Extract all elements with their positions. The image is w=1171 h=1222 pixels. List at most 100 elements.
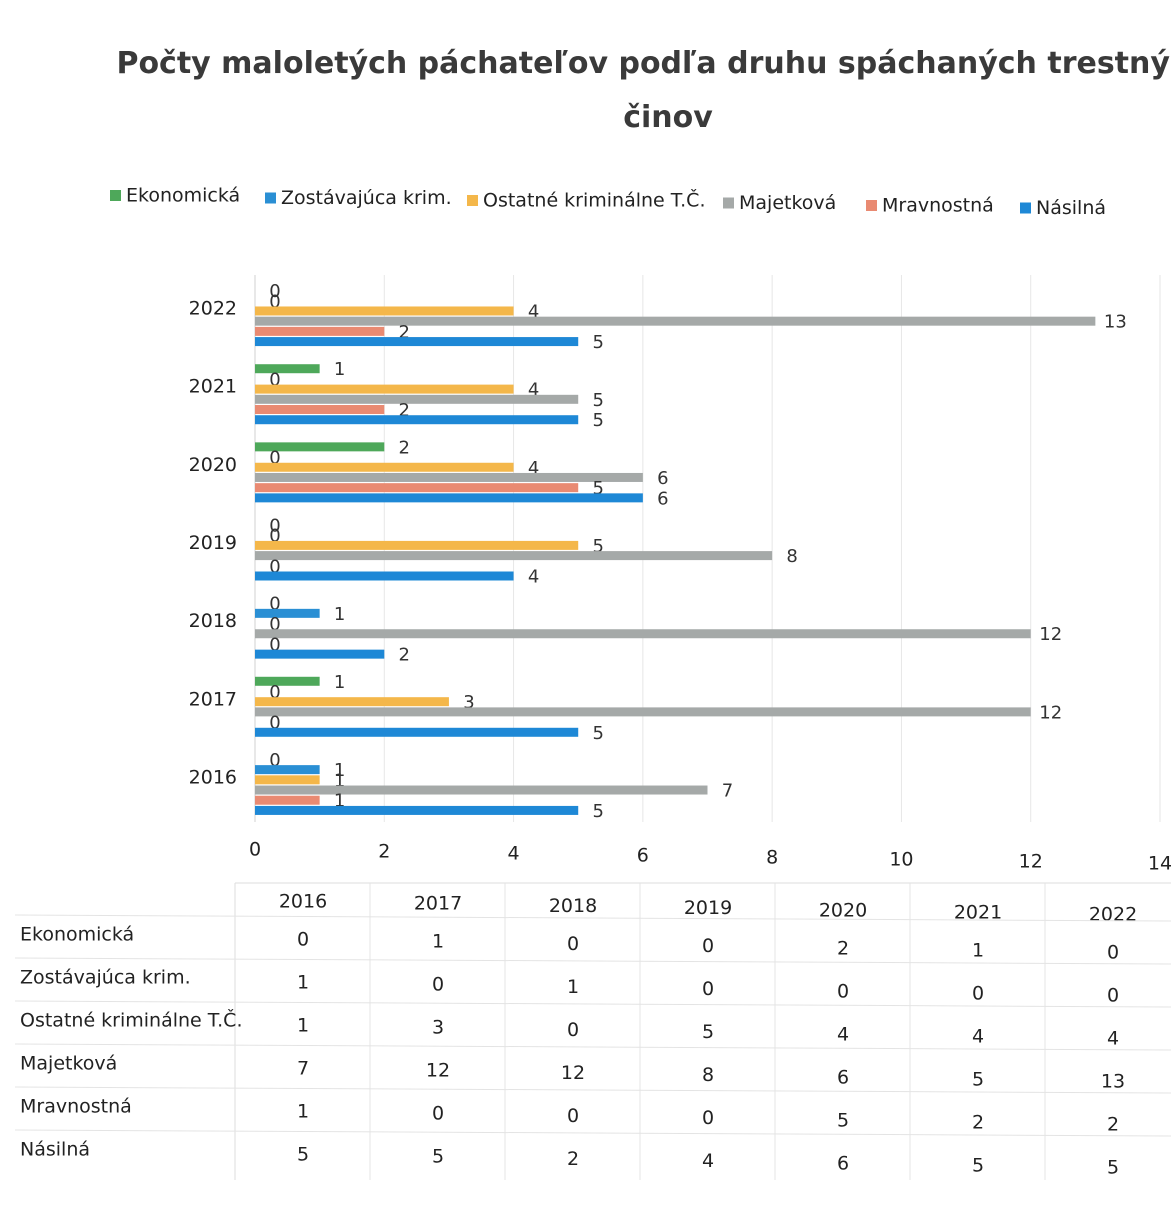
table-cell: 0 [1107,985,1119,1007]
bar [255,707,1031,717]
table-cell: 5 [972,1155,984,1177]
legend-swatch [467,195,478,206]
data-label: 5 [592,723,603,744]
bar [255,727,579,737]
table-cell: 5 [702,1021,714,1043]
bar [255,442,385,452]
table-cell: 0 [432,974,444,996]
bar [255,306,514,316]
table-cell: 4 [972,1026,984,1048]
y-tick-label: 2022 [189,298,237,320]
data-label: 7 [722,781,733,802]
bar [255,551,773,561]
table-cell: 5 [432,1146,444,1168]
table-cell: 1 [297,1015,309,1037]
legend-swatch [1020,202,1031,214]
bar [255,483,579,493]
legend-swatch [265,192,276,204]
table-cell: 12 [561,1062,585,1084]
table-cell: 2 [972,1112,984,1134]
bar [255,775,320,785]
table-cell: 4 [702,1150,714,1172]
x-tick-label: 12 [1019,851,1043,873]
x-tick-label: 6 [637,845,649,867]
data-label: 6 [657,488,668,509]
bar [255,795,320,805]
bar [255,540,579,550]
table-row-label: Zostávajúca krim. [20,967,191,989]
data-label: 4 [528,567,539,588]
data-label: 2 [399,322,410,343]
data-label: 0 [269,713,280,734]
x-tick-label: 10 [889,849,913,871]
data-label: 0 [269,448,280,469]
table-cell: 1 [432,931,444,953]
data-label: 0 [269,369,280,390]
bar [255,697,449,707]
table-cell: 0 [567,933,579,955]
legend-label: Zostávajúca krim. [281,187,452,209]
table-line [14,1000,1171,1008]
y-tick-label: 2020 [189,454,237,476]
table-header: 2019 [684,897,732,919]
table-line [14,1086,1171,1094]
table-row-label: Násilná [20,1139,90,1161]
table-cell: 1 [972,940,984,962]
bar [255,326,385,336]
data-label: 5 [592,390,603,411]
data-label: 6 [657,468,668,489]
table-row-label: Mravnostná [20,1096,132,1118]
table-cell: 5 [972,1069,984,1091]
table-row-label: Ostatné kriminálne T.Č. [20,1008,242,1032]
table-cell: 5 [837,1109,849,1131]
table-cell: 0 [297,929,309,951]
legend-label: Mravnostná [882,195,994,217]
table-header: 2021 [954,902,1002,924]
table-cell: 4 [1107,1028,1119,1050]
bar [255,337,579,347]
legend-swatch [723,197,734,209]
data-label: 0 [269,516,280,537]
table-cell: 1 [567,976,579,998]
bar [255,608,320,618]
table-cell: 8 [702,1064,714,1086]
legend-label: Majetková [739,192,836,214]
data-label: 1 [334,760,345,781]
table-cell: 2 [837,937,849,959]
legend-swatch [866,200,877,211]
data-label: 0 [269,526,280,547]
bar [255,805,579,815]
table-line [14,1129,1171,1137]
data-label: 5 [592,410,603,431]
legend-label: Ostatné kriminálne T.Č. [483,188,705,212]
table-cell: 0 [567,1105,579,1127]
bar [255,493,643,503]
data-label: 4 [528,301,539,322]
data-label: 4 [528,458,539,479]
bar [255,765,320,775]
table-header: 2020 [819,899,867,921]
data-label: 4 [528,380,539,401]
data-label: 0 [269,556,280,577]
y-tick-label: 2016 [189,766,237,788]
y-tick-label: 2018 [189,610,237,632]
table-line [14,1043,1171,1051]
chart-title: Počty maloletých páchateľov podľa druhu … [116,46,1171,135]
table-cell: 0 [702,978,714,1000]
bar [255,676,320,686]
table-cell: 4 [837,1023,849,1045]
data-label: 5 [592,332,603,353]
data-label: 5 [592,536,603,557]
data-label: 5 [592,801,603,822]
x-tick-label: 0 [249,839,261,861]
table-cell: 0 [837,980,849,1002]
data-label: 1 [334,791,345,812]
x-tick-label: 4 [508,843,520,865]
table-cell: 1 [297,1101,309,1123]
table-header: 2017 [414,893,462,915]
table-cell: 1 [297,972,309,994]
table-cell: 6 [837,1066,849,1088]
data-label: 12 [1039,624,1062,645]
table-line [14,914,1171,922]
data-label: 0 [269,281,280,302]
